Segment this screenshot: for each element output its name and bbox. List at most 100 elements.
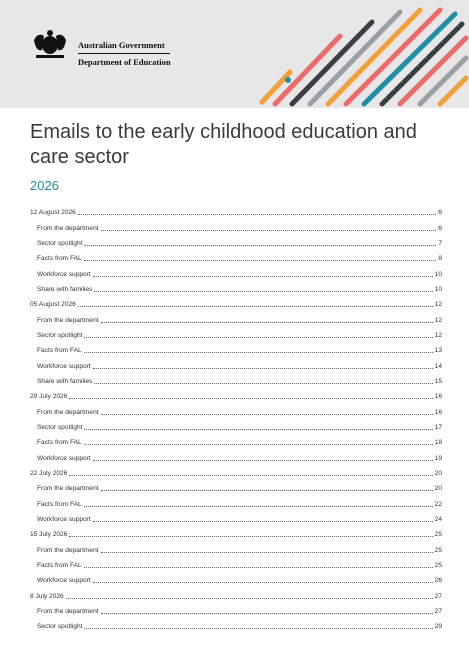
toc-leader bbox=[92, 520, 433, 522]
toc-page: 14 bbox=[434, 362, 442, 370]
toc-subentry[interactable]: From the department 25 bbox=[30, 541, 442, 556]
toc-leader bbox=[94, 382, 433, 384]
toc-leader bbox=[100, 490, 433, 492]
toc-page: 6 bbox=[438, 209, 442, 217]
toc-page: 16 bbox=[434, 408, 442, 416]
toc-label: From the department bbox=[37, 485, 99, 493]
toc-leader bbox=[69, 398, 433, 400]
toc-label: Sector spotlight bbox=[37, 331, 83, 339]
toc-page: 17 bbox=[434, 423, 442, 431]
toc-subentry[interactable]: Workforce support 19 bbox=[30, 449, 442, 464]
toc-subentry[interactable]: Facts from FAL 18 bbox=[30, 434, 442, 449]
header-art bbox=[34, 7, 469, 107]
toc-label: From the department bbox=[37, 546, 99, 554]
toc-page: 20 bbox=[434, 485, 442, 493]
toc-leader bbox=[84, 336, 433, 338]
toc-page: 7 bbox=[438, 239, 442, 247]
toc-label: Share with families bbox=[37, 285, 93, 293]
toc-leader bbox=[100, 551, 433, 553]
header-band: Australian Government Department of Educ… bbox=[0, 0, 469, 108]
crest bbox=[34, 30, 66, 58]
toc-subentry[interactable]: Workforce support 10 bbox=[30, 265, 442, 280]
toc-label: From the department bbox=[37, 224, 99, 232]
toc-label: Facts from FAL bbox=[37, 561, 82, 569]
toc-entry[interactable]: 12 August 2026 6 bbox=[30, 204, 442, 219]
toc-leader bbox=[65, 597, 433, 599]
toc-subentry[interactable]: Sector spotlight 29 bbox=[30, 618, 442, 633]
toc-leader bbox=[92, 582, 433, 584]
toc-entry[interactable]: 8 July 2026 27 bbox=[30, 587, 442, 602]
toc-page: 25 bbox=[434, 561, 442, 569]
toc-page: 12 bbox=[434, 331, 442, 339]
toc-subentry[interactable]: Sector spotlight 17 bbox=[30, 419, 442, 434]
toc-page: 13 bbox=[434, 347, 442, 355]
toc-page: 24 bbox=[434, 515, 442, 523]
toc-label: From the department bbox=[37, 408, 99, 416]
toc-leader bbox=[92, 367, 433, 369]
toc-leader bbox=[83, 566, 433, 568]
toc-label: 29 July 2026 bbox=[30, 393, 68, 401]
toc-label: 15 July 2026 bbox=[30, 531, 68, 539]
toc-leader bbox=[83, 352, 433, 354]
toc-leader bbox=[83, 505, 433, 507]
toc-leader bbox=[77, 214, 437, 216]
title: Emails to the early childhood education … bbox=[30, 121, 417, 168]
toc-leader bbox=[84, 428, 433, 430]
toc-subentry[interactable]: From the department 16 bbox=[30, 403, 442, 418]
toc-leader bbox=[77, 306, 433, 308]
toc-page: 12 bbox=[434, 301, 442, 309]
department: Department of Education bbox=[78, 57, 171, 67]
toc-leader bbox=[100, 413, 433, 415]
toc-leader bbox=[100, 612, 433, 614]
toc-subentry[interactable]: Facts from FAL 13 bbox=[30, 342, 442, 357]
toc-label: Sector spotlight bbox=[37, 423, 83, 431]
toc-page: 19 bbox=[434, 454, 442, 462]
subtitle: 2026 bbox=[30, 178, 59, 193]
logo-text: Australian Government Department of Educ… bbox=[78, 40, 171, 67]
table-of-contents: 12 August 2026 6 From the department 6 Secto… bbox=[30, 204, 442, 633]
toc-page: 8 bbox=[438, 255, 442, 263]
stripes bbox=[259, 7, 469, 107]
toc-page: 27 bbox=[434, 592, 442, 600]
toc-label: Workforce support bbox=[37, 270, 91, 278]
toc-subentry[interactable]: From the department 12 bbox=[30, 311, 442, 326]
toc-subentry[interactable]: From the department 6 bbox=[30, 219, 442, 234]
toc-subentry[interactable]: Workforce support 26 bbox=[30, 572, 442, 587]
toc-label: Facts from FAL bbox=[37, 500, 82, 508]
toc-label: 22 July 2026 bbox=[30, 469, 68, 477]
toc-subentry[interactable]: From the department 20 bbox=[30, 480, 442, 495]
toc-subentry[interactable]: Workforce support 14 bbox=[30, 357, 442, 372]
toc-subentry[interactable]: Facts from FAL 22 bbox=[30, 495, 442, 510]
toc-label: Facts from FAL bbox=[37, 255, 82, 263]
toc-page: 18 bbox=[434, 439, 442, 447]
toc-subentry[interactable]: Workforce support 24 bbox=[30, 511, 442, 526]
toc-subentry[interactable]: Sector spotlight 7 bbox=[30, 235, 442, 250]
toc-label: Sector spotlight bbox=[37, 239, 83, 247]
toc-leader bbox=[100, 229, 437, 231]
toc-page: 15 bbox=[434, 377, 442, 385]
toc-subentry[interactable]: Share with families 15 bbox=[30, 373, 442, 388]
toc-label: Share with families bbox=[37, 377, 93, 385]
toc-page: 22 bbox=[434, 500, 442, 508]
toc-entry[interactable]: 05 August 2026 12 bbox=[30, 296, 442, 311]
toc-page: 27 bbox=[434, 607, 442, 615]
toc-subentry[interactable]: From the department 27 bbox=[30, 603, 442, 618]
toc-entry[interactable]: 15 July 2026 25 bbox=[30, 526, 442, 541]
toc-entry[interactable]: 22 July 2026 20 bbox=[30, 465, 442, 480]
toc-subentry[interactable]: Share with families 10 bbox=[30, 281, 442, 296]
toc-page: 26 bbox=[434, 577, 442, 585]
toc-subentry[interactable]: Sector spotlight 12 bbox=[30, 327, 442, 342]
toc-label: Workforce support bbox=[37, 577, 91, 585]
toc-label: 05 August 2026 bbox=[30, 301, 76, 309]
toc-leader bbox=[83, 260, 437, 262]
toc-subentry[interactable]: Facts from FAL 8 bbox=[30, 250, 442, 265]
toc-page: 16 bbox=[434, 393, 442, 401]
toc-subentry[interactable]: Facts from FAL 25 bbox=[30, 557, 442, 572]
toc-leader bbox=[69, 474, 433, 476]
toc-leader bbox=[69, 536, 433, 538]
toc-leader bbox=[84, 244, 437, 246]
toc-entry[interactable]: 29 July 2026 16 bbox=[30, 388, 442, 403]
toc-label: 8 July 2026 bbox=[30, 592, 64, 600]
logo-rule bbox=[78, 53, 170, 54]
